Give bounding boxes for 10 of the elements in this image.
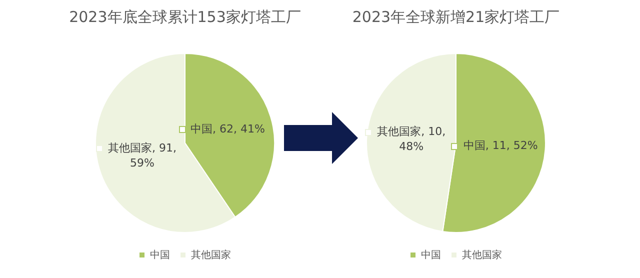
chart-title: 2023年全球新增21家灯塔工厂	[351, 8, 561, 27]
data-label: 中国, 11, 52%	[463, 139, 538, 152]
legend-label: 中国	[421, 248, 441, 261]
chart-title: 2023年底全球累计153家灯塔工厂	[68, 8, 302, 27]
data-label: 其他国家, 10, 48%	[377, 125, 446, 154]
data-label: 中国, 62, 41%	[190, 122, 265, 136]
legend-label: 其他国家	[191, 248, 231, 261]
legend-label: 中国	[150, 248, 170, 261]
legend-label: 其他国家	[462, 248, 502, 261]
data-label: 其他国家, 91, 59%	[108, 141, 176, 170]
